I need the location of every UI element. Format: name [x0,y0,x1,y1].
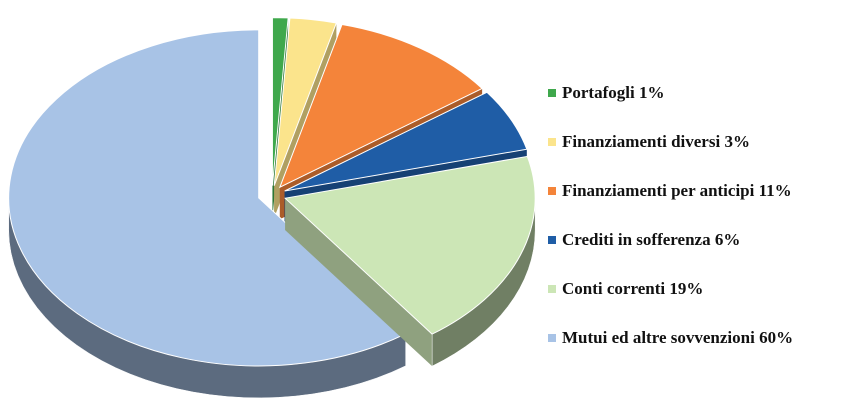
legend-label: Crediti in sofferenza 6% [562,230,740,249]
legend-label: Mutui ed altre sovvenzioni 60% [562,328,793,347]
pie-slice [284,155,536,367]
legend-swatch [548,236,556,244]
legend-label: Conti correnti 19% [562,279,703,298]
slice-wall [285,198,433,367]
legend-label: Finanziamenti diversi 3% [562,132,750,151]
slice-top [278,23,483,189]
slice-top [8,29,407,367]
pie-slice [8,29,407,399]
legend-swatch [548,89,556,97]
legend-label: Portafogli 1% [562,83,664,102]
legend-label: Finanziamenti per anticipi 11% [562,181,792,200]
slice-top [284,155,536,335]
legend-swatch [548,138,556,146]
legend-swatch [548,187,556,195]
slice-top [271,17,289,186]
slice-top [273,17,338,186]
slice-top [284,91,528,192]
legend-swatch [548,285,556,293]
legend-swatch [548,334,556,342]
